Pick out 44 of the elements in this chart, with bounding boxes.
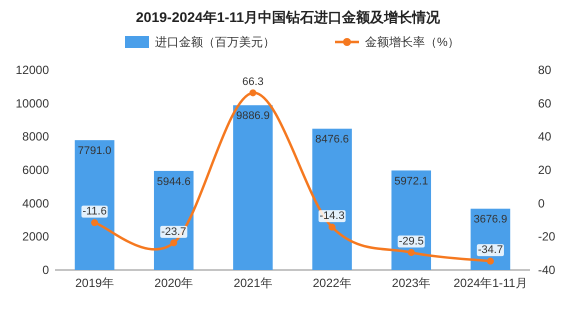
data-label: -34.7 bbox=[478, 244, 503, 256]
y-tick-label: 4000 bbox=[22, 196, 50, 210]
data-label: 7791.0 bbox=[78, 145, 112, 158]
point bbox=[328, 224, 336, 231]
y-tick-label: 6000 bbox=[22, 163, 50, 177]
legend-label: 进口金额（百万美元） bbox=[155, 35, 275, 49]
point bbox=[408, 249, 415, 256]
legend-label: 金额增长率（%） bbox=[365, 35, 460, 49]
y2-tick-label: -40 bbox=[538, 263, 556, 277]
data-label: 8476.6 bbox=[315, 134, 349, 146]
y2-tick-label: -20 bbox=[538, 230, 556, 244]
point bbox=[91, 219, 98, 226]
y2-tick-label: 80 bbox=[538, 63, 552, 77]
y-tick-label: 8000 bbox=[22, 130, 50, 144]
bar bbox=[312, 128, 352, 270]
y2-tick-label: 40 bbox=[538, 130, 552, 144]
data-label: 66.3 bbox=[242, 76, 264, 88]
chart-title: 2019-2024年1-11月中国钻石进口金额及增长情况 bbox=[136, 9, 442, 25]
data-label: 5944.6 bbox=[156, 176, 191, 188]
bar bbox=[233, 105, 273, 270]
point bbox=[249, 89, 256, 96]
y2-tick-label: 0 bbox=[538, 196, 545, 210]
x-tick-label: 2023年 bbox=[392, 276, 431, 290]
data-label: 5972.1 bbox=[394, 175, 428, 188]
point bbox=[170, 239, 178, 246]
x-tick-label: 2022年 bbox=[312, 276, 352, 290]
x-tick-label: 2021年 bbox=[234, 276, 272, 290]
x-tick-label: 2020年 bbox=[154, 276, 194, 290]
point bbox=[486, 258, 494, 265]
y2-tick-label: 20 bbox=[538, 163, 552, 177]
x-tick-label: 2019年 bbox=[75, 276, 114, 290]
data-label: 3676.9 bbox=[474, 214, 508, 226]
bar bbox=[74, 140, 114, 270]
x-tick-label: 2024年1-11月 bbox=[454, 276, 528, 290]
data-label: -29.5 bbox=[398, 236, 424, 248]
y-tick-label: 10000 bbox=[16, 96, 50, 110]
data-label: 9886.9 bbox=[236, 110, 270, 122]
y-tick-label: 12000 bbox=[16, 63, 50, 77]
y-tick-label: 2000 bbox=[22, 230, 50, 244]
y-tick-label: 0 bbox=[42, 263, 50, 277]
y2-tick-label: 60 bbox=[538, 96, 552, 110]
data-label: -14.3 bbox=[320, 210, 345, 222]
data-label: -23.7 bbox=[161, 226, 186, 238]
data-label: -11.6 bbox=[82, 206, 107, 218]
